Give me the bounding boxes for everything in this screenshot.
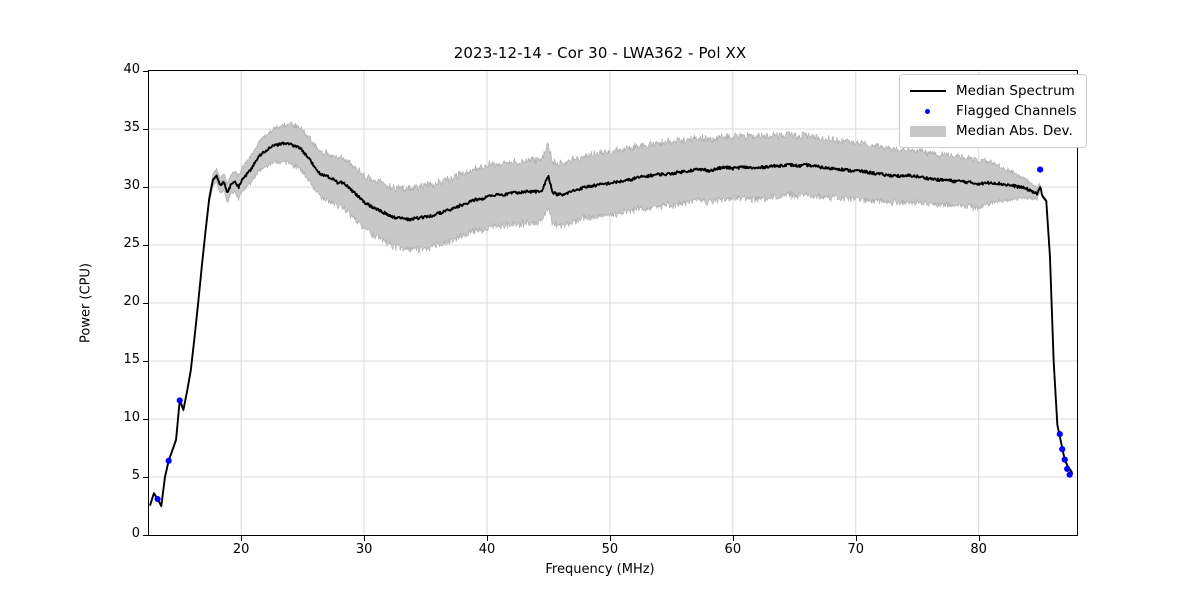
y-tick-label: 30 [123, 178, 140, 193]
y-axis-title: Power (CPU) [78, 262, 94, 344]
legend-label-median-spectrum: Median Spectrum [956, 83, 1075, 99]
legend-item-median-abs-dev: Median Abs. Dev. [909, 121, 1077, 141]
flagged-channels-points [154, 166, 1073, 503]
x-tick-label: 70 [847, 542, 865, 557]
x-tick-label: 60 [724, 542, 742, 557]
y-tick-label: 15 [123, 352, 140, 367]
legend-label-flagged-channels: Flagged Channels [956, 103, 1077, 119]
x-tick-label: 30 [355, 542, 373, 557]
legend-patch-swatch [909, 124, 947, 138]
y-tick-label: 40 [123, 62, 140, 77]
x-tick-label: 50 [601, 542, 619, 557]
y-tick-label: 25 [123, 236, 140, 251]
x-tick-mark [364, 536, 366, 541]
x-tick-mark [487, 536, 489, 541]
x-tick-label: 40 [478, 542, 496, 557]
y-tick-label: 35 [123, 120, 140, 135]
legend-item-median-spectrum: Median Spectrum [909, 81, 1077, 101]
chart-title: 2023-12-14 - Cor 30 - LWA362 - Pol XX [453, 44, 747, 62]
x-tick-mark [609, 536, 612, 541]
y-tick-label: 20 [123, 294, 140, 309]
legend-line-swatch [909, 84, 947, 98]
x-axis-title: Frequency (MHz) [545, 562, 655, 577]
y-tick-label: 10 [123, 410, 140, 425]
y-tick-label: 0 [131, 526, 140, 541]
x-tick-mark [978, 536, 980, 541]
x-tick-mark [732, 536, 735, 541]
x-tick-mark [241, 536, 243, 541]
x-tick-label: 20 [232, 542, 250, 557]
y-tick-label: 5 [131, 468, 140, 483]
legend-dot-swatch [909, 104, 947, 118]
legend: Median Spectrum Flagged Channels Median … [899, 74, 1087, 148]
median-spectrum-line [149, 141, 1074, 507]
x-tick-mark [855, 536, 858, 541]
legend-label-median-abs-dev: Median Abs. Dev. [956, 123, 1073, 139]
legend-item-flagged-channels: Flagged Channels [909, 101, 1077, 121]
x-tick-label: 80 [970, 542, 987, 557]
